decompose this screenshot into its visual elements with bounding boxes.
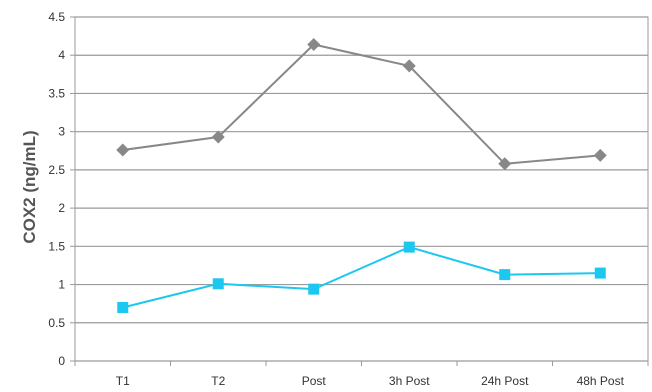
data-point-diamond: [211, 130, 225, 144]
x-tick-label: 48h Post: [577, 374, 625, 388]
data-point-diamond: [116, 143, 130, 157]
data-point-diamond: [402, 59, 416, 73]
x-tick-labels: T1 T2 Post 3h Post 24h Post 48h Post: [116, 374, 625, 388]
y-tick-label: 1: [58, 278, 65, 292]
y-tick-label: 2.5: [48, 163, 65, 177]
data-point-diamond: [498, 157, 512, 171]
x-tick-label: T2: [211, 374, 225, 388]
x-tick-label: 24h Post: [481, 374, 529, 388]
data-point-square: [594, 267, 606, 279]
data-point-diamond: [593, 148, 607, 162]
series-group: [116, 38, 607, 313]
data-point-square: [212, 278, 224, 290]
y-tick-label: 0.5: [48, 316, 65, 330]
series-line-1: [122, 43, 601, 165]
y-tick-label: 4: [58, 48, 65, 62]
x-tick-label: Post: [302, 374, 327, 388]
data-point-diamond: [307, 38, 321, 52]
x-tick-label: T1: [116, 374, 130, 388]
axes: [70, 16, 649, 366]
series-line-2: [122, 246, 601, 309]
data-point-square: [117, 301, 129, 313]
y-tick-label: 3: [58, 125, 65, 139]
y-axis-label: COX2 (ng/mL): [20, 130, 39, 243]
data-point-square: [499, 269, 511, 281]
y-tick-labels: 0 0.5 1 1.5 2 2.5 3 3.5 4 4.5: [48, 10, 65, 368]
y-tick-label: 3.5: [48, 86, 65, 100]
y-tick-label: 4.5: [48, 10, 65, 24]
y-tick-label: 2: [58, 201, 65, 215]
plot-area: [74, 16, 649, 362]
data-point-square: [403, 241, 415, 253]
data-point-square: [308, 283, 320, 295]
grid: [74, 16, 649, 362]
x-tick-label: 3h Post: [389, 374, 430, 388]
y-tick-label: 1.5: [48, 239, 65, 253]
y-tick-label: 0: [58, 354, 65, 368]
